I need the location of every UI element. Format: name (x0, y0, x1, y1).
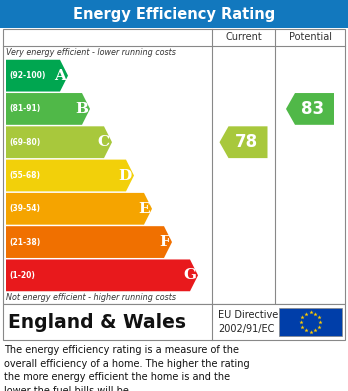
Text: Potential: Potential (288, 32, 332, 43)
Polygon shape (6, 126, 112, 158)
Bar (3, 304, 345, 340)
Text: (1-20): (1-20) (9, 271, 35, 280)
Text: EU Directive
2002/91/EC: EU Directive 2002/91/EC (218, 310, 278, 334)
Polygon shape (220, 126, 268, 158)
Text: (81-91): (81-91) (9, 104, 40, 113)
Bar (0, 0, 348, 28)
Text: C: C (98, 135, 110, 149)
Text: B: B (75, 102, 88, 116)
Polygon shape (6, 160, 134, 191)
Polygon shape (6, 193, 152, 225)
Text: (55-68): (55-68) (9, 171, 40, 180)
Text: 78: 78 (235, 133, 258, 151)
Text: A: A (54, 69, 66, 83)
Text: England & Wales: England & Wales (8, 312, 186, 332)
Polygon shape (6, 93, 90, 125)
Bar (3, 29, 345, 304)
Text: Current: Current (225, 32, 262, 43)
Text: The energy efficiency rating is a measure of the
overall efficiency of a home. T: The energy efficiency rating is a measur… (4, 345, 250, 391)
Polygon shape (6, 260, 198, 291)
Text: Energy Efficiency Rating: Energy Efficiency Rating (73, 7, 275, 22)
Text: Not energy efficient - higher running costs: Not energy efficient - higher running co… (6, 293, 176, 302)
Text: F: F (159, 235, 170, 249)
Text: Very energy efficient - lower running costs: Very energy efficient - lower running co… (6, 48, 176, 57)
Polygon shape (286, 93, 334, 125)
Text: (39-54): (39-54) (9, 204, 40, 213)
Text: G: G (183, 268, 196, 282)
Polygon shape (6, 226, 172, 258)
Text: (92-100): (92-100) (9, 71, 45, 80)
Text: 83: 83 (301, 100, 325, 118)
Text: D: D (119, 169, 132, 183)
Bar (279, 308, 342, 336)
Polygon shape (6, 60, 68, 91)
Text: E: E (139, 202, 150, 216)
Text: (21-38): (21-38) (9, 238, 40, 247)
Text: (69-80): (69-80) (9, 138, 40, 147)
